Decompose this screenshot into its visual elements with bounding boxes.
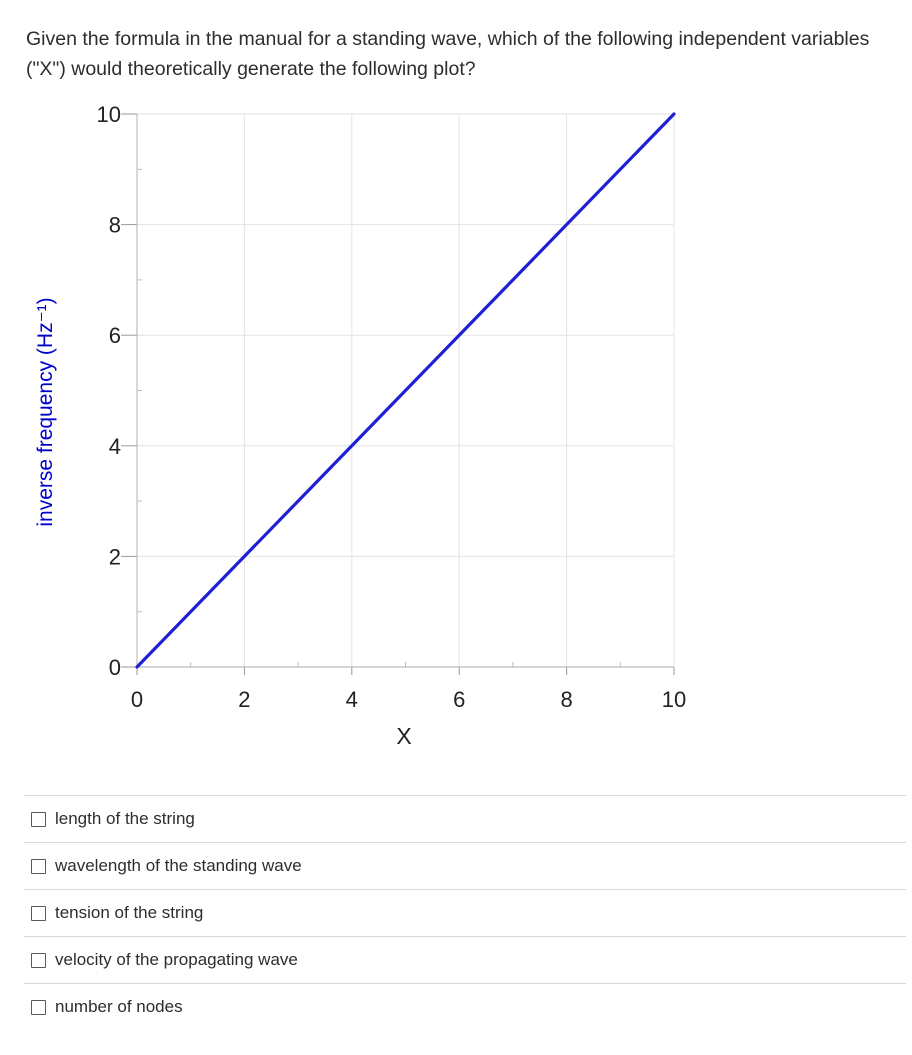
x-tick-label: 6 (453, 687, 465, 712)
answer-label: length of the string (55, 809, 195, 828)
checkbox[interactable] (31, 858, 46, 874)
answer-option[interactable]: wavelength of the standing wave (24, 842, 906, 889)
checkbox[interactable] (31, 999, 46, 1015)
y-tick-label: 4 (109, 434, 121, 459)
x-tick-label: 8 (560, 687, 572, 712)
y-tick-label: 8 (109, 213, 121, 238)
series-line (135, 112, 676, 669)
answer-option[interactable]: velocity of the propagating wave (24, 936, 906, 983)
answer-list: length of the string wavelength of the s… (24, 795, 906, 1030)
answer-option[interactable]: number of nodes (24, 983, 906, 1030)
y-tick-label: 10 (97, 102, 121, 127)
checkbox[interactable] (31, 905, 46, 921)
y-tick-label: 2 (109, 544, 121, 569)
chart-series (135, 112, 676, 669)
x-tick-label: 4 (346, 687, 358, 712)
y-tick-label: 6 (109, 323, 121, 348)
chart-grid (137, 113, 675, 667)
x-tick-label: 0 (131, 687, 143, 712)
answer-label: wavelength of the standing wave (55, 856, 302, 875)
answer-label: number of nodes (55, 997, 183, 1016)
answer-option[interactable]: tension of the string (24, 889, 906, 936)
y-tick-label: 0 (109, 655, 121, 680)
answer-label: velocity of the propagating wave (55, 950, 298, 969)
answer-label: tension of the string (55, 903, 204, 922)
question-text: Given the formula in the manual for a st… (26, 28, 870, 80)
y-axis-label: inverse frequency (Hz⁻¹) (34, 297, 57, 526)
x-tick-label: 10 (662, 687, 686, 712)
answer-option[interactable]: length of the string (24, 795, 906, 842)
chart-ticks: 0 2 4 6 8 10 0 2 4 6 8 10 (97, 102, 687, 712)
checkbox[interactable] (31, 952, 46, 968)
x-tick-label: 2 (238, 687, 250, 712)
x-axis-label: X (396, 723, 411, 749)
checkbox[interactable] (31, 811, 46, 827)
